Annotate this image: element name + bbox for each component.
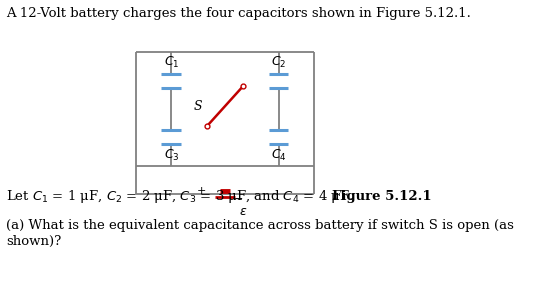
Text: Let $C_1$ = 1 μF, $C_2$ = 2 μF, $C_3$ = 3 μF, and $C_4$ = 4 μF.: Let $C_1$ = 1 μF, $C_2$ = 2 μF, $C_3$ = … [6,188,353,205]
Text: $\varepsilon$: $\varepsilon$ [240,205,248,218]
Text: $C_1$: $C_1$ [164,55,179,70]
Text: Figure 5.12.1: Figure 5.12.1 [332,190,432,203]
Text: A 12-Volt battery charges the four capacitors shown in Figure 5.12.1.: A 12-Volt battery charges the four capac… [6,7,471,20]
Text: S: S [194,100,203,113]
Text: $-$: $-$ [233,192,243,202]
Text: +: + [197,186,206,196]
Text: $C_3$: $C_3$ [164,148,179,163]
Text: $C_4$: $C_4$ [271,148,287,163]
Text: (a) What is the equivalent capacitance across battery if switch S is open (as
sh: (a) What is the equivalent capacitance a… [6,219,514,247]
Text: $C_2$: $C_2$ [271,55,286,70]
